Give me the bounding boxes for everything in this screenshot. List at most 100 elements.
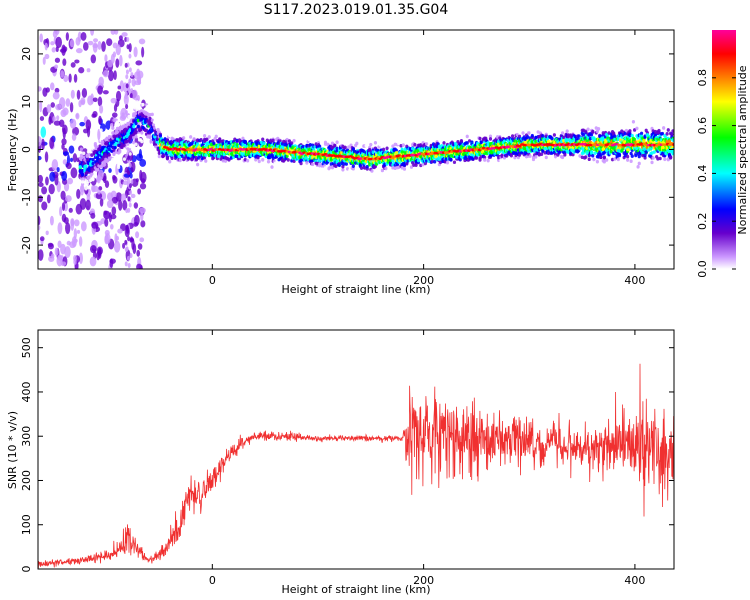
heatmap-cell: [262, 141, 266, 146]
heatmap-cell: [137, 188, 142, 195]
heatmap-cell: [92, 185, 99, 193]
heatmap-cell: [586, 127, 590, 132]
heatmap-cell: [306, 165, 310, 169]
heatmap-cell: [651, 156, 655, 160]
heatmap-cell: [107, 163, 111, 167]
heatmap-cell: [82, 41, 89, 51]
heatmap-cell: [192, 137, 196, 141]
heatmap-cell: [96, 167, 100, 172]
heatmap-cell: [104, 180, 110, 188]
heatmap-cell: [342, 162, 346, 166]
heatmap-cell: [343, 145, 347, 150]
heatmap-cell: [80, 221, 87, 232]
heatmap-cell: [55, 30, 60, 35]
heatmap-cell: [39, 116, 45, 122]
heatmap-cell: [90, 54, 97, 64]
heatmap-cell: [391, 159, 395, 163]
heatmap-cell: [49, 215, 54, 226]
heatmap-cell: [605, 158, 609, 162]
heatmap-cell: [98, 186, 103, 191]
heatmap-cell: [243, 139, 247, 144]
heatmap-cell: [38, 215, 41, 226]
heatmap-cell: [318, 162, 322, 166]
heatmap-cell: [351, 164, 355, 168]
heatmap-cell: [98, 115, 102, 125]
heatmap-cell: [128, 53, 132, 59]
heatmap-cell: [78, 236, 83, 247]
heatmap-cell: [560, 155, 565, 160]
heatmap-cell: [550, 136, 554, 141]
heatmap-cell: [110, 141, 114, 146]
heatmap-cell: [110, 123, 114, 127]
heatmap-cell: [150, 112, 154, 117]
heatmap-cell: [354, 169, 358, 174]
heatmap-cell: [341, 167, 345, 172]
heatmap-cell: [266, 159, 271, 164]
heatmap-cell: [139, 182, 147, 190]
heatmap-cell: [52, 91, 60, 100]
heatmap-cell: [38, 224, 41, 231]
heatmap-cell: [528, 154, 532, 158]
heatmap-cell: [170, 156, 174, 161]
heatmap-cell: [85, 170, 89, 175]
heatmap-cell: [39, 236, 45, 242]
heatmap-cell: [130, 88, 134, 94]
heatmap-cell: [148, 112, 152, 117]
heatmap-cell: [351, 166, 355, 171]
heatmap-cell: [97, 189, 101, 195]
heatmap-cell: [122, 242, 126, 249]
heatmap-cell: [139, 237, 145, 243]
heatmap-cell: [204, 153, 208, 157]
heatmap-cell: [70, 62, 76, 68]
heatmap-cell: [50, 41, 55, 46]
heatmap-cell: [127, 196, 131, 202]
heatmap-cell: [236, 161, 240, 166]
heatmap-cell: [271, 138, 275, 143]
heatmap-cell: [54, 247, 59, 256]
heatmap-cell: [305, 161, 309, 165]
heatmap-cell: [128, 67, 132, 73]
spectrogram-heatmap: [38, 30, 674, 269]
heatmap-cell: [52, 115, 56, 122]
heatmap-cell: [109, 258, 114, 269]
heatmap-cell: [74, 59, 80, 64]
heatmap-cell: [409, 165, 414, 169]
heatmap-cell: [270, 165, 274, 169]
heatmap-cell: [198, 150, 202, 155]
heatmap-cell: [54, 57, 61, 63]
heatmap-cell: [530, 133, 534, 138]
heatmap-cell: [97, 40, 102, 50]
heatmap-cell: [323, 169, 328, 173]
heatmap-cell: [50, 102, 55, 108]
heatmap-cell: [41, 186, 48, 195]
heatmap-cell: [134, 130, 138, 135]
heatmap-cell: [393, 170, 397, 175]
heatmap-cell: [521, 131, 525, 135]
heatmap-cell: [137, 243, 143, 250]
heatmap-cell: [465, 134, 469, 139]
heatmap-cell: [584, 129, 588, 134]
heatmap-cell: [369, 142, 373, 147]
heatmap-cell: [304, 156, 308, 160]
heatmap-cell: [68, 207, 73, 213]
heatmap-cell: [139, 159, 147, 167]
heatmap-cell: [60, 109, 67, 118]
heatmap-cell: [500, 153, 504, 157]
heatmap-cell: [58, 119, 65, 127]
heatmap-cell: [96, 251, 100, 261]
heatmap-cell: [121, 151, 125, 155]
heatmap-cell: [122, 200, 128, 211]
heatmap-cell: [79, 147, 84, 151]
heatmap-cell: [45, 176, 49, 186]
heatmap-cell: [70, 89, 75, 99]
heatmap-cell: [129, 183, 133, 189]
heatmap-cell: [40, 126, 47, 138]
heatmap-cell: [61, 170, 68, 181]
heatmap-cell: [73, 255, 77, 262]
heatmap-cell: [492, 133, 496, 137]
heatmap-cell: [61, 143, 65, 150]
heatmap-cell: [62, 159, 67, 165]
heatmap-cell: [69, 102, 74, 113]
heatmap-cell: [628, 133, 632, 138]
heatmap-cell: [126, 44, 130, 50]
